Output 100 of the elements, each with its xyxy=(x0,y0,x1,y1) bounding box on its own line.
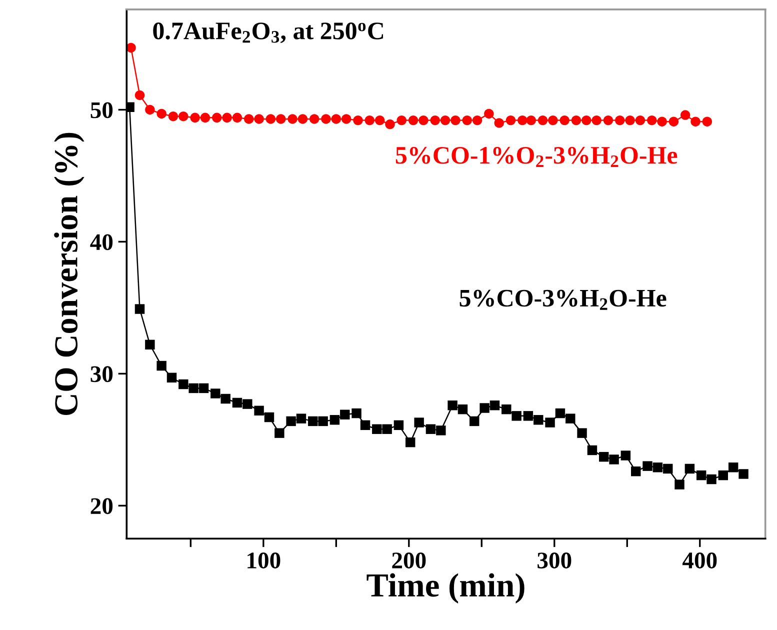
point xyxy=(166,372,177,383)
point xyxy=(538,115,548,126)
point xyxy=(702,116,712,126)
point xyxy=(603,115,614,126)
point xyxy=(156,108,166,119)
point xyxy=(394,420,404,430)
point xyxy=(276,114,286,124)
point xyxy=(156,360,166,371)
annotation: 0.7AuFe$_{2}$O$_{3}$, at 250$^{o}$C xyxy=(153,22,384,44)
point xyxy=(360,420,370,430)
point xyxy=(625,115,635,126)
point xyxy=(372,424,382,434)
point xyxy=(494,118,504,128)
point xyxy=(647,115,657,126)
x-tick-label: 100 xyxy=(248,552,280,568)
y-tick-label: 40 xyxy=(90,234,113,250)
point xyxy=(696,470,706,480)
y-tick-label: 30 xyxy=(90,366,113,382)
point xyxy=(609,454,619,464)
point xyxy=(512,411,522,421)
x-axis-title: Time (min) xyxy=(366,573,524,604)
point xyxy=(210,388,220,398)
point xyxy=(168,111,178,122)
point xyxy=(523,411,534,421)
point xyxy=(663,464,673,474)
point xyxy=(448,400,458,410)
point xyxy=(462,115,472,126)
x-tick-label: 300 xyxy=(538,552,572,568)
y-tick-label: 20 xyxy=(90,498,113,514)
point xyxy=(222,112,232,123)
point xyxy=(506,115,516,126)
point xyxy=(352,408,362,418)
point xyxy=(592,115,602,126)
point xyxy=(266,114,276,124)
point xyxy=(620,450,631,460)
point xyxy=(526,115,536,126)
point xyxy=(582,115,592,126)
point xyxy=(657,116,667,126)
point xyxy=(480,403,490,413)
point xyxy=(674,480,684,490)
point xyxy=(728,462,738,472)
point xyxy=(598,452,609,462)
point xyxy=(145,340,155,350)
point xyxy=(450,115,460,126)
text: 5%CO-3%H$_{2}$O-He xyxy=(460,290,666,310)
point xyxy=(555,408,566,418)
point xyxy=(134,304,145,314)
point xyxy=(134,90,145,100)
point xyxy=(472,115,482,126)
point xyxy=(145,104,155,115)
y-tick-label: 50 xyxy=(90,102,113,118)
point xyxy=(308,416,318,426)
point xyxy=(298,114,308,124)
point xyxy=(680,110,690,120)
point xyxy=(405,437,416,448)
point xyxy=(545,418,555,428)
point xyxy=(642,461,652,471)
point xyxy=(396,115,406,126)
point xyxy=(560,115,570,126)
point xyxy=(587,445,598,456)
point xyxy=(286,416,296,426)
point xyxy=(296,414,306,424)
point xyxy=(484,108,494,119)
point xyxy=(430,115,440,126)
point xyxy=(382,424,392,434)
point xyxy=(548,115,558,126)
y-axis-title: CO Conversion (%) xyxy=(54,132,84,416)
point xyxy=(631,466,641,476)
point xyxy=(518,115,528,126)
point xyxy=(330,415,340,425)
point xyxy=(212,112,222,123)
point xyxy=(690,116,700,126)
point xyxy=(652,462,663,472)
point xyxy=(684,464,695,474)
point xyxy=(341,114,352,124)
point xyxy=(436,426,446,436)
point xyxy=(490,400,500,410)
point xyxy=(440,115,450,126)
point xyxy=(635,115,646,126)
series-label: 5%CO-1%O$_{2}$-3%H$_{2}$O-He xyxy=(396,146,678,167)
point xyxy=(340,410,350,420)
point xyxy=(200,112,210,123)
point xyxy=(458,404,468,414)
point xyxy=(126,42,136,53)
point xyxy=(321,114,331,124)
point xyxy=(178,111,188,122)
point xyxy=(309,114,320,124)
point xyxy=(718,470,728,480)
point xyxy=(706,474,716,484)
point xyxy=(668,116,679,126)
point xyxy=(318,416,328,426)
x-tick-label: 200 xyxy=(392,552,426,568)
point xyxy=(254,114,264,124)
point xyxy=(242,399,252,409)
point xyxy=(254,406,264,416)
point xyxy=(232,398,242,408)
point xyxy=(414,418,424,428)
point xyxy=(232,112,242,123)
point xyxy=(470,416,480,426)
point xyxy=(577,428,587,438)
